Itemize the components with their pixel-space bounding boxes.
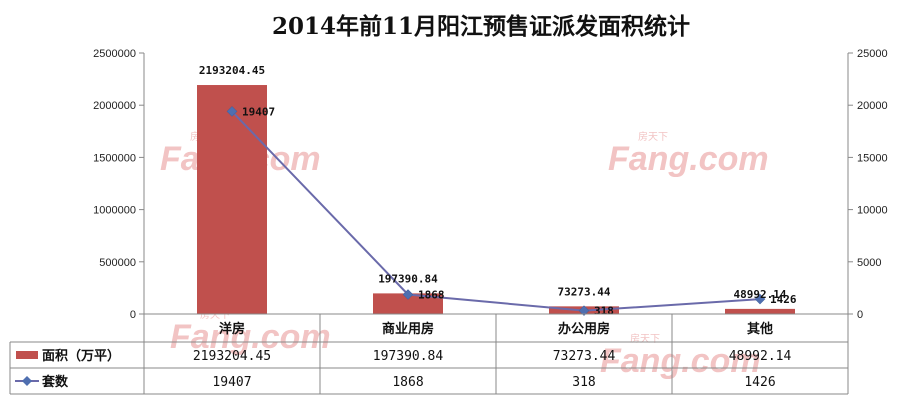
line-point bbox=[402, 289, 414, 300]
legend-marker bbox=[22, 376, 32, 386]
watermark-cn: 房天下 bbox=[638, 130, 668, 143]
category-label: 洋房 bbox=[219, 321, 245, 337]
y-right-tick-label: 0 bbox=[857, 309, 863, 321]
table-cell-count: 19407 bbox=[212, 375, 251, 390]
bar bbox=[725, 308, 795, 314]
legend-label-count: 套数 bbox=[41, 374, 69, 390]
chart-title: 2014年前11月阳江预售证派发面积统计 bbox=[272, 13, 690, 40]
y-right-tick-label: 5000 bbox=[857, 257, 881, 269]
bar bbox=[197, 85, 267, 315]
bar-value-label: 197390.84 bbox=[378, 272, 438, 285]
y-right-tick-label: 20000 bbox=[857, 100, 888, 112]
watermark-text: Fang.com bbox=[170, 318, 331, 356]
watermark-cn: 房天下 bbox=[630, 332, 660, 345]
line-value-label: 19407 bbox=[242, 105, 275, 118]
data-labels: 2193204.45 197390.84 73273.44 48992.14 19407… bbox=[199, 64, 797, 318]
table-cell-count: 318 bbox=[572, 375, 595, 390]
y-right-tick-label: 10000 bbox=[857, 205, 888, 217]
watermark-text: Fang.com bbox=[608, 140, 769, 178]
y-right-tick-label: 15000 bbox=[857, 152, 888, 164]
legend-swatch-bar bbox=[16, 351, 38, 359]
table-cell-area: 48992.14 bbox=[729, 349, 792, 364]
y-left-tick-label: 2000000 bbox=[93, 100, 136, 112]
line-value-label: 1426 bbox=[770, 293, 797, 306]
line-point bbox=[226, 106, 238, 117]
bar-value-label: 48992.14 bbox=[734, 288, 787, 301]
table-cell-count: 1426 bbox=[744, 375, 775, 390]
line-value-label: 318 bbox=[594, 305, 614, 318]
y-right-tick-label: 25000 bbox=[857, 48, 888, 60]
line-value-label: 1868 bbox=[418, 288, 445, 301]
category-label: 商业用房 bbox=[382, 321, 434, 337]
bar-value-label: 73273.44 bbox=[558, 285, 611, 298]
bar bbox=[373, 293, 443, 314]
y-left-tick-label: 2500000 bbox=[93, 48, 136, 60]
y-left-tick-label: 500000 bbox=[99, 257, 136, 269]
y-left-tick-label: 1000000 bbox=[93, 205, 136, 217]
table-cell-area: 197390.84 bbox=[373, 349, 444, 364]
legend-label-area: 面积（万平） bbox=[42, 348, 120, 364]
y-left-tick-label: 0 bbox=[130, 309, 136, 321]
line-point bbox=[578, 305, 590, 317]
table-cell-area: 73273.44 bbox=[553, 349, 616, 364]
category-label: 办公用房 bbox=[558, 321, 610, 337]
line-point bbox=[754, 293, 766, 305]
watermark-text: Fang.com bbox=[600, 342, 761, 380]
line-series bbox=[226, 106, 766, 317]
table-cell-count: 1868 bbox=[392, 375, 423, 390]
y-left-tick-label: 1500000 bbox=[93, 152, 136, 164]
table-cell-area: 2193204.45 bbox=[193, 349, 271, 364]
bar-series bbox=[197, 85, 795, 315]
category-label: 其他 bbox=[747, 321, 773, 337]
bar-value-label: 2193204.45 bbox=[199, 64, 265, 77]
line-path bbox=[231, 110, 761, 312]
